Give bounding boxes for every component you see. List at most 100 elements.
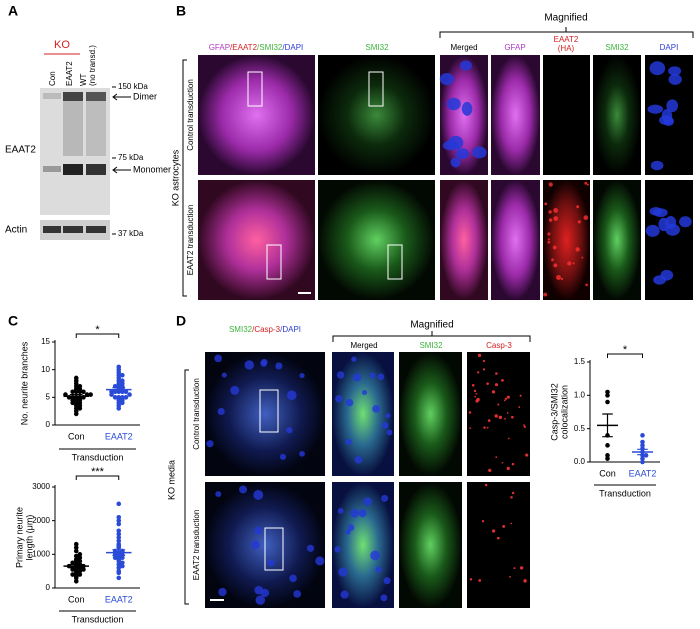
speckle	[511, 462, 515, 466]
speckle	[572, 262, 575, 265]
data-point	[116, 557, 122, 562]
y-tick-label: 2000	[32, 516, 50, 525]
speckle	[501, 379, 504, 382]
nucleus	[334, 546, 341, 553]
significance: *	[623, 344, 628, 356]
speckle	[486, 426, 489, 429]
smear	[86, 101, 106, 156]
data-point	[73, 541, 79, 547]
data-point	[123, 389, 129, 395]
nucleus	[351, 356, 357, 362]
speckle	[567, 261, 572, 266]
nucleus	[335, 395, 343, 403]
error-bar	[602, 413, 613, 438]
x-tick-label: Con	[68, 594, 85, 604]
nucleus	[369, 372, 376, 379]
nucleus	[450, 157, 461, 168]
data-point	[116, 515, 122, 520]
group-label: KO astrocytes	[170, 149, 180, 206]
data-point	[112, 555, 118, 560]
data-point	[116, 568, 122, 574]
y-tick-label: 1.5	[574, 357, 586, 366]
panel-label: A	[8, 3, 18, 19]
nucleus	[383, 577, 391, 585]
nucleus	[455, 148, 470, 160]
stain-label: GFAP/EAAT2/SMI32/DAPI	[209, 43, 304, 52]
y-tick-label: 0.0	[574, 457, 586, 466]
nucleus	[666, 99, 679, 113]
bracket	[332, 331, 531, 342]
lane-label: Con	[48, 71, 57, 86]
data-point	[81, 389, 86, 395]
nucleus	[260, 360, 268, 367]
nucleus	[286, 390, 297, 401]
row-label: EAAT2 transduction	[192, 510, 201, 581]
nucleus	[370, 550, 381, 561]
column-label: Casp-3	[486, 341, 512, 350]
band	[63, 92, 83, 101]
data-point	[70, 389, 75, 395]
speckle	[504, 417, 506, 420]
data-point	[73, 548, 79, 554]
column-label: Merged	[350, 341, 377, 350]
row-label: EAAT2	[5, 145, 36, 156]
nucleus	[386, 429, 393, 436]
image	[440, 180, 488, 300]
stain-label: SMI32/Casp-3/DAPI	[229, 325, 301, 334]
data-point	[77, 568, 83, 574]
speckle	[484, 483, 488, 487]
y-tick-label: 15	[41, 337, 50, 346]
y-tick-label: 0.5	[574, 424, 586, 433]
speckle	[498, 415, 503, 420]
image	[198, 180, 315, 300]
nucleus	[459, 60, 472, 71]
nucleus	[340, 590, 349, 599]
nucleus	[337, 508, 344, 514]
column-label: DAPI	[660, 43, 679, 52]
speckle	[506, 395, 510, 399]
band	[86, 226, 106, 233]
error-bar	[69, 564, 83, 569]
data-point	[640, 459, 645, 465]
data-point	[73, 568, 79, 574]
speckle	[547, 240, 551, 244]
data-point	[116, 538, 122, 544]
speckle	[523, 425, 526, 429]
nucleus	[380, 594, 388, 602]
data-point	[640, 456, 645, 461]
stain: GFAP	[209, 43, 230, 52]
column-label: (HA)	[558, 44, 575, 53]
image	[332, 482, 394, 608]
band	[43, 226, 61, 233]
image	[491, 55, 540, 175]
data-point	[77, 383, 83, 389]
image	[543, 55, 590, 175]
nucleus	[660, 269, 674, 281]
error-bar	[69, 393, 83, 399]
nucleus	[218, 587, 227, 597]
data-point	[640, 433, 645, 438]
nucleus	[255, 595, 266, 605]
speckle	[471, 384, 475, 387]
bracket	[439, 27, 694, 38]
nucleus	[306, 544, 315, 552]
data-point	[116, 501, 122, 507]
speckle	[475, 392, 478, 395]
speckle	[469, 427, 472, 430]
panel-label: B	[176, 3, 186, 19]
image	[399, 482, 462, 608]
nucleus	[385, 413, 391, 419]
speckle	[494, 414, 498, 418]
data-point	[73, 545, 79, 550]
speckle	[474, 395, 476, 398]
x-axis-label: Transduction	[72, 452, 124, 462]
band	[86, 92, 106, 101]
data-point	[640, 443, 645, 448]
band-label: Dimer	[133, 91, 157, 101]
header: Magnified	[544, 13, 587, 24]
data-point	[116, 562, 122, 567]
data-point	[120, 560, 125, 566]
image	[399, 352, 462, 476]
y-axis-label: No. neurite branches	[19, 341, 29, 425]
